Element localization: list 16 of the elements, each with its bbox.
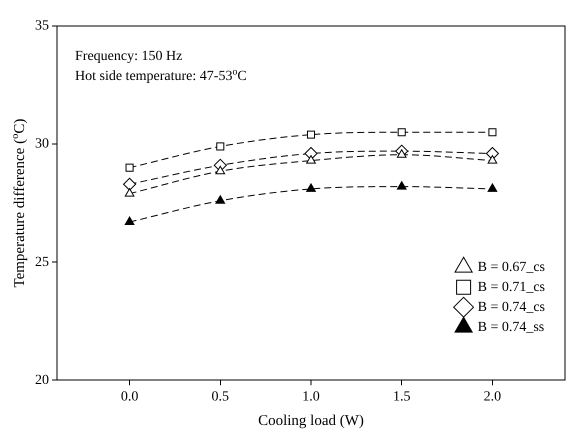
y-tick-label: 30 (35, 136, 49, 152)
legend-label: B = 0.71_cs (478, 280, 546, 295)
annotation: Frequency: 150 Hz (75, 49, 182, 64)
x-tick-label: 1.0 (302, 389, 320, 404)
y-tick-label: 35 (35, 18, 49, 34)
legend-label: B = 0.74_cs (478, 300, 546, 315)
x-tick-label: 0.0 (120, 389, 138, 404)
x-tick-label: 1.5 (392, 389, 410, 404)
x-axis-title: Cooling load (W) (258, 412, 364, 429)
y-axis-title: Temperature difference (oC) (10, 118, 28, 288)
y-tick-label: 20 (35, 372, 49, 388)
x-tick-label: 0.5 (212, 389, 230, 404)
legend-label: B = 0.67_cs (478, 260, 546, 275)
legend-label: B = 0.74_ss (478, 320, 544, 335)
y-tick-label: 25 (35, 254, 49, 270)
x-tick-label: 2.0 (484, 389, 502, 404)
